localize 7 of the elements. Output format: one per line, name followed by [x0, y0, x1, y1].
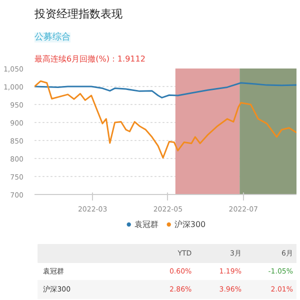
legend-label: 袁冠群 — [134, 218, 158, 230]
chart-subtitle: 公募综合 — [34, 32, 70, 42]
legend-label: 沪深300 — [174, 218, 206, 230]
line-series — [34, 82, 296, 98]
chart-title: 投资经理指数表现 — [34, 8, 122, 20]
line-series — [34, 80, 296, 159]
text: 最高连续6月回撤(%)：1.9112 — [34, 54, 146, 64]
